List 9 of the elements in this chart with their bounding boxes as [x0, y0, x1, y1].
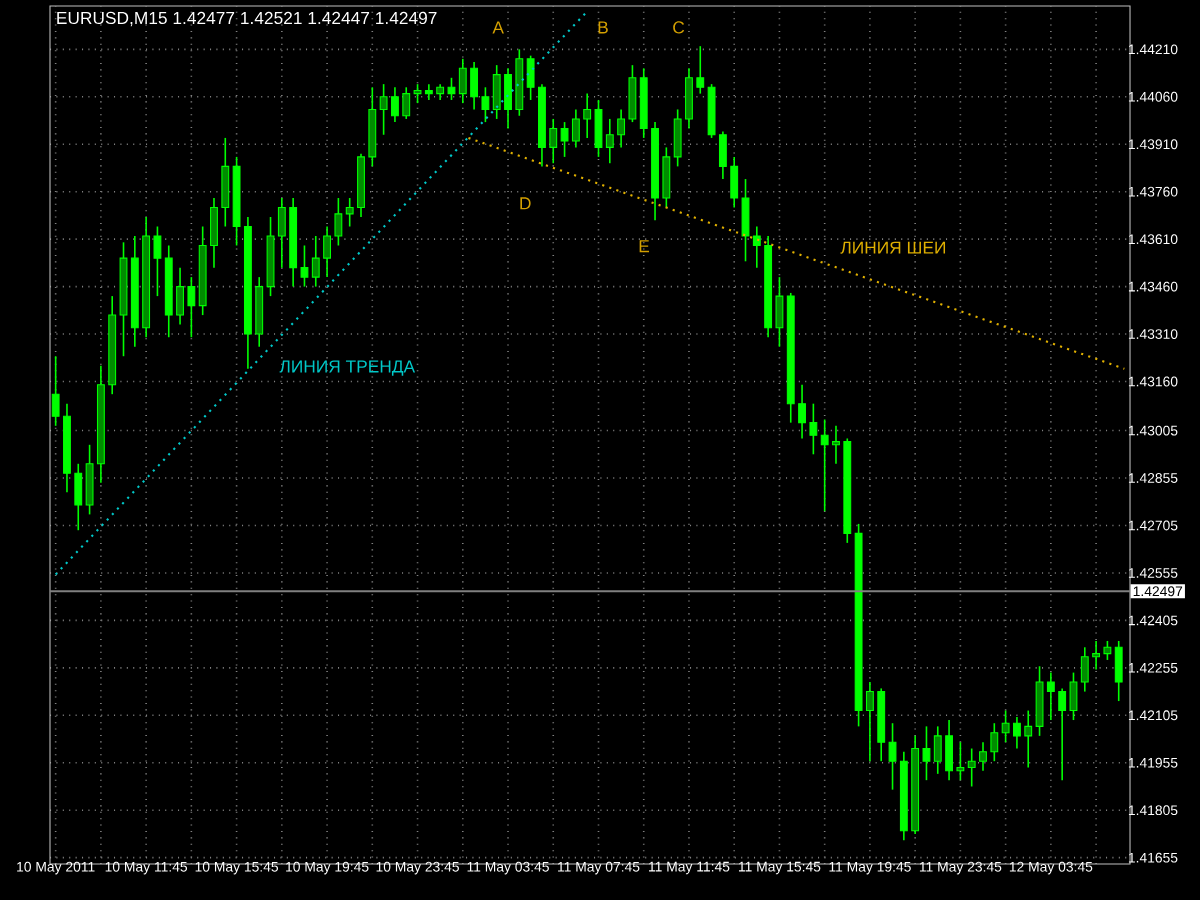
- annotation: D: [520, 197, 531, 210]
- series-label: ЛИНИЯ ШЕИ: [840, 241, 946, 254]
- annotation: E: [639, 240, 650, 253]
- chart-title: EURUSD,M15 1.42477 1.42521 1.42447 1.42497: [57, 11, 437, 27]
- series-label: ЛИНИЯ ТРЕНДА: [279, 360, 416, 376]
- annotation: B: [598, 21, 608, 34]
- annotation: C: [673, 21, 685, 34]
- candlestick: [1114, 640, 1123, 702]
- annotation: A: [492, 21, 504, 34]
